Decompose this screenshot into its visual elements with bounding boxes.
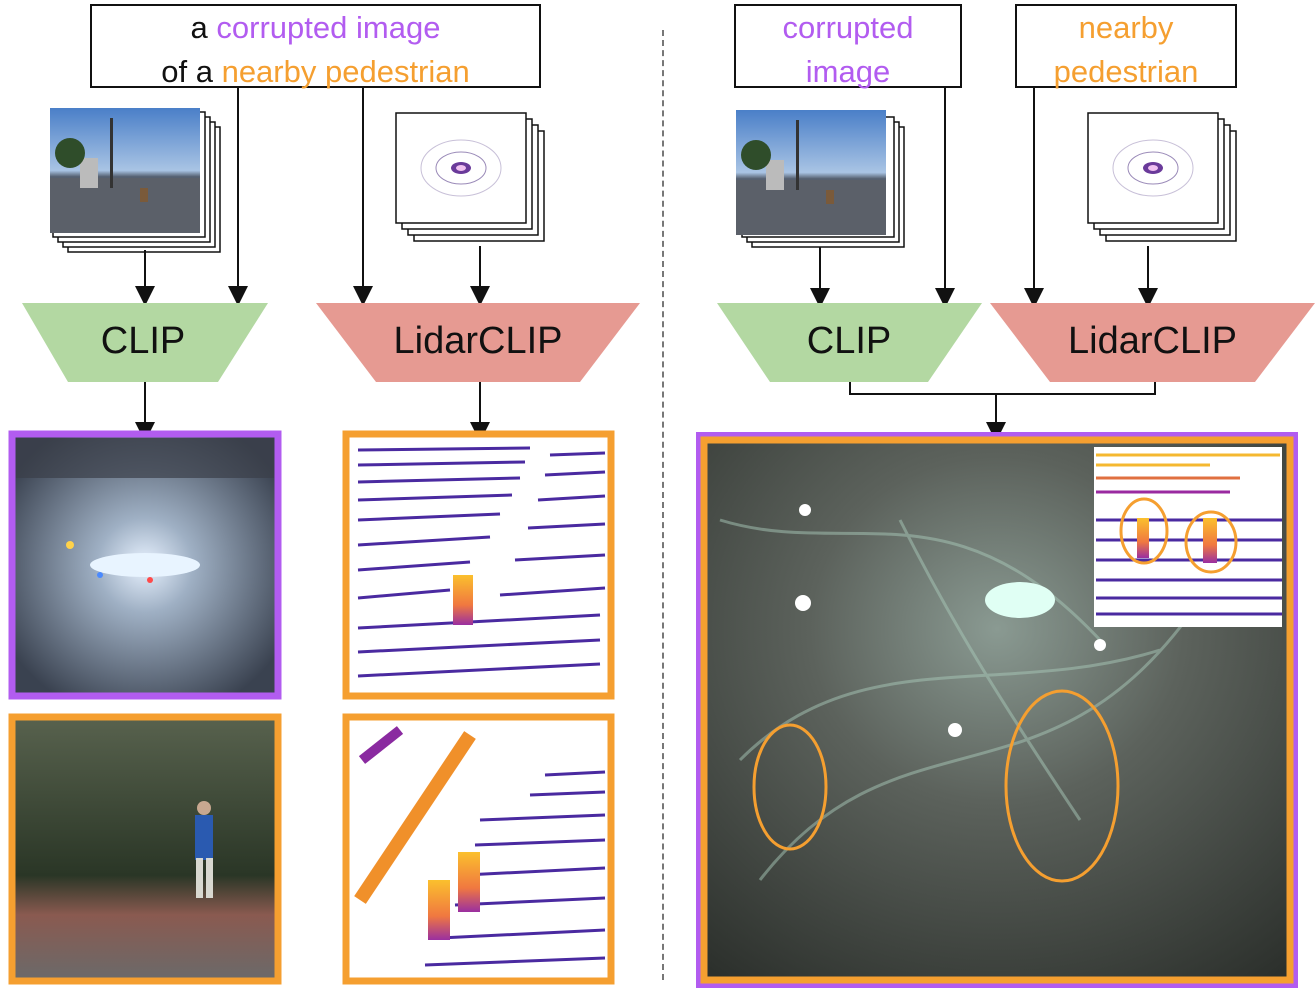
lidar-scan-stack-icon xyxy=(1087,112,1237,242)
clip-label-left: CLIP xyxy=(100,320,186,362)
lidarclip-label-right: LidarCLIP xyxy=(1068,320,1237,362)
right-arrows xyxy=(810,88,1158,442)
lidarclip-encoder-right xyxy=(990,303,1315,382)
result-lidar-inset xyxy=(1094,447,1282,627)
result-lidar-scan-2 xyxy=(342,713,615,985)
lidar-scan-stack-icon xyxy=(395,112,545,242)
lidarclip-encoder-left xyxy=(316,303,640,382)
query-text-of-a: of a xyxy=(161,54,213,89)
right-query-pedestrian-box: nearby pedestrian xyxy=(1015,4,1237,89)
camera-image-stack-icon xyxy=(736,110,905,248)
query-text-a: a xyxy=(190,10,208,45)
camera-image-stack-icon xyxy=(50,108,221,253)
right-query-image-line1: corrupted xyxy=(782,10,914,45)
left-arrows xyxy=(135,88,490,442)
right-query-ped-line1: nearby xyxy=(1078,10,1174,45)
right-query-image-box: corrupted image xyxy=(734,4,962,89)
right-query-image-line2: image xyxy=(805,54,891,89)
query-corrupted-image: corrupted image xyxy=(216,10,441,45)
clip-encoder-left xyxy=(22,303,268,382)
panel-divider xyxy=(662,30,664,980)
result-pedestrian-image xyxy=(8,713,282,985)
right-query-ped-line2: pedestrian xyxy=(1053,54,1199,89)
clip-encoder-right xyxy=(717,303,982,382)
clip-label-right: CLIP xyxy=(806,320,892,362)
query-nearby-pedestrian: nearby pedestrian xyxy=(221,54,470,89)
lidarclip-label-left: LidarCLIP xyxy=(393,320,563,362)
result-lidar-scan-1 xyxy=(342,430,615,700)
left-query-box: a corrupted image of a nearby pedestrian xyxy=(90,4,541,89)
result-corrupted-image xyxy=(8,430,282,700)
result-combined-image xyxy=(696,432,1298,988)
